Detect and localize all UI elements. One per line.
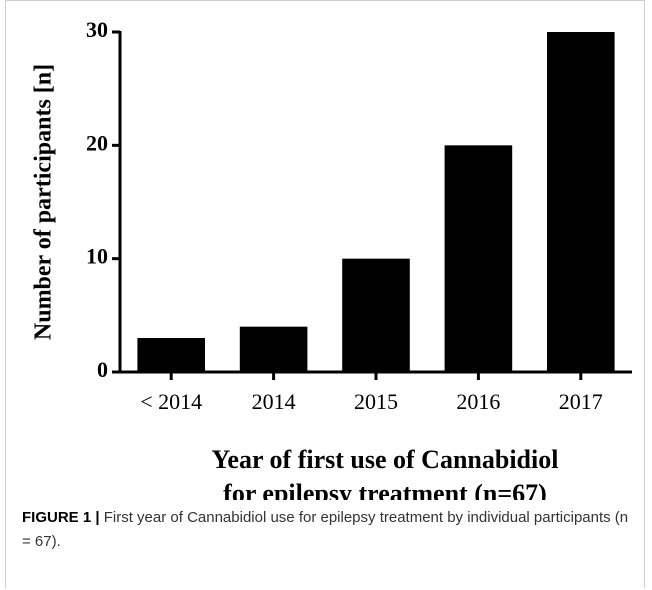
x-tick-label: 2015 [354,389,398,414]
y-tick-label: 30 [86,17,108,42]
y-tick-label: 20 [86,130,108,155]
figure-frame [5,0,645,588]
bar [547,32,615,372]
caption-label: FIGURE 1 | [22,509,100,526]
x-axis-title: Year of first use of Cannabidiol [212,445,559,474]
bar [239,326,308,372]
x-tick-label: 2016 [456,389,500,414]
bar [137,338,205,372]
bar [342,258,410,372]
caption: FIGURE 1 | First year of Cannabidiol use… [22,506,632,554]
y-tick-label: 0 [97,357,108,382]
x-tick-label: < 2014 [140,389,202,414]
bar [444,145,513,372]
caption-text: First year of Cannabidiol use for epilep… [22,509,629,550]
chart: Number of participants [n] Year of first… [31,17,632,500]
x-axis-title: for epilepsy treatment (n=67) [223,479,547,500]
y-axis-title: Number of participants [n] [31,64,57,340]
y-tick-label: 10 [86,244,108,269]
x-tick-label: 2014 [252,389,296,414]
x-tick-label: 2017 [559,389,603,414]
